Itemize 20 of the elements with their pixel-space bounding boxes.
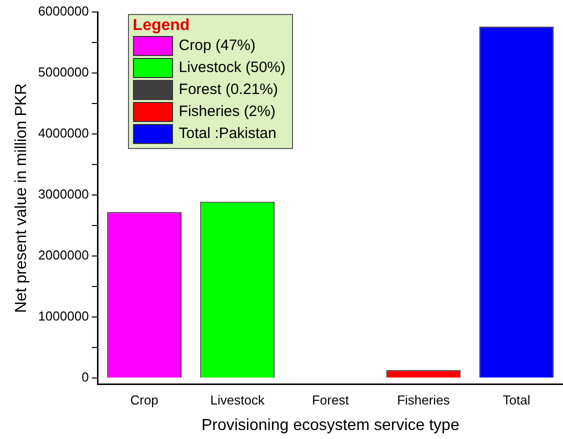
y-tick-label: 6000000 bbox=[38, 4, 89, 19]
legend-label: Total :Pakistan bbox=[178, 124, 276, 144]
x-tick-label: Livestock bbox=[210, 392, 265, 408]
x-tick-label: Total bbox=[502, 392, 530, 408]
y-tick-label: 5000000 bbox=[38, 64, 89, 80]
y-tick-label: 4000000 bbox=[38, 126, 89, 141]
y-tick-label: 0 bbox=[82, 370, 89, 385]
legend-label: Livestock (50%) bbox=[178, 58, 286, 78]
legend-title: Legend bbox=[132, 17, 191, 35]
legend-label: Fisheries (2%) bbox=[178, 102, 276, 122]
x-tick-label: Crop bbox=[130, 392, 158, 408]
legend-label: Crop (47%) bbox=[178, 36, 256, 56]
x-axis-title: Provisioning ecosystem service type bbox=[201, 416, 460, 434]
x-tick-label: Fisheries bbox=[397, 392, 450, 408]
y-tick-label: 1000000 bbox=[38, 308, 89, 324]
y-tick-label: 2000000 bbox=[38, 248, 89, 263]
legend-label: Forest (0.21%) bbox=[178, 80, 278, 100]
x-tick-label: Forest bbox=[312, 392, 350, 408]
y-axis-title: Net present value in million PKR bbox=[13, 83, 30, 313]
y-tick-label: 3000000 bbox=[38, 186, 89, 202]
